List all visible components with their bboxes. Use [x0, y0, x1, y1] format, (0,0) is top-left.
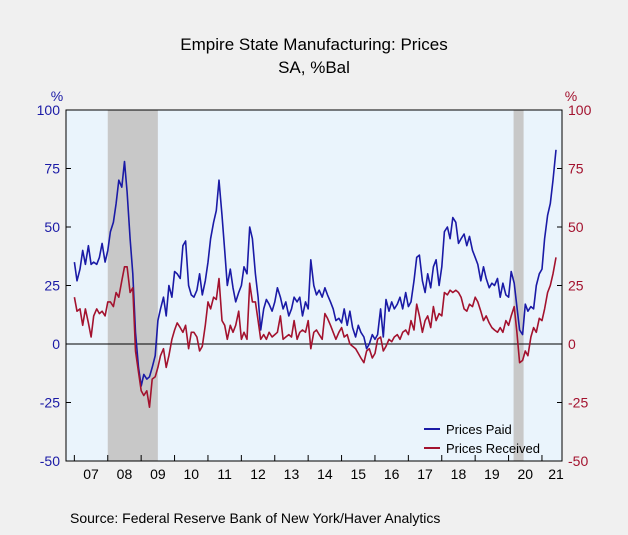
left-tick-label: 25: [44, 278, 60, 294]
x-tick-label: 15: [350, 466, 366, 482]
series-lines: [73, 149, 557, 408]
x-tick-label: 14: [317, 466, 333, 482]
left-tick-label: 100: [37, 102, 61, 118]
right-axis-ticks: 100 75 50 25 0 -25 -50: [557, 102, 592, 469]
legend: Prices Paid Prices Received: [424, 422, 540, 456]
left-tick-label: -50: [40, 453, 60, 469]
left-tick-label: -25: [40, 395, 60, 411]
x-axis-ticks: 07 08 09 10 11 12 13 14 15 16 17 18 19 20 21: [73, 455, 564, 482]
chart-title: Empire State Manufacturing: Prices: [180, 35, 447, 54]
left-tick-label: 50: [44, 219, 60, 235]
x-tick-label: 19: [484, 466, 500, 482]
x-tick-label: 11: [217, 466, 232, 482]
x-tick-label: 20: [517, 466, 533, 482]
left-tick-label: 75: [44, 161, 60, 177]
right-tick-label: 100: [568, 102, 592, 118]
series-line-prices-received: [73, 257, 557, 408]
series-line-prices-paid: [73, 149, 557, 387]
recession-band-1: [513, 110, 524, 461]
chart-title-group: Empire State Manufacturing: Prices SA, %…: [180, 35, 447, 77]
x-tick-label: 09: [150, 466, 166, 482]
source-note: Source: Federal Reserve Bank of New York…: [70, 510, 440, 526]
x-tick-label: 21: [548, 466, 564, 482]
x-tick-label: 12: [250, 466, 266, 482]
x-tick-label: 07: [83, 466, 99, 482]
right-tick-label: 75: [568, 161, 584, 177]
right-tick-label: -25: [568, 395, 588, 411]
left-tick-label: 0: [52, 336, 60, 352]
legend-label-prices-received: Prices Received: [446, 441, 540, 456]
x-tick-label: 10: [183, 466, 199, 482]
x-tick-label: 13: [284, 466, 300, 482]
left-axis-ticks: 100 75 50 25 0 -25 -50: [37, 102, 71, 469]
left-axis-unit: %: [51, 88, 63, 104]
x-tick-label: 08: [117, 466, 133, 482]
right-tick-label: -50: [568, 453, 588, 469]
legend-label-prices-paid: Prices Paid: [446, 422, 512, 437]
chart-subtitle: SA, %Bal: [278, 58, 350, 77]
x-tick-label: 18: [451, 466, 467, 482]
right-tick-label: 25: [568, 278, 584, 294]
x-tick-label: 17: [417, 466, 433, 482]
right-tick-label: 50: [568, 219, 584, 235]
right-tick-label: 0: [568, 336, 576, 352]
right-axis-unit: %: [565, 88, 577, 104]
x-tick-label: 16: [384, 466, 400, 482]
